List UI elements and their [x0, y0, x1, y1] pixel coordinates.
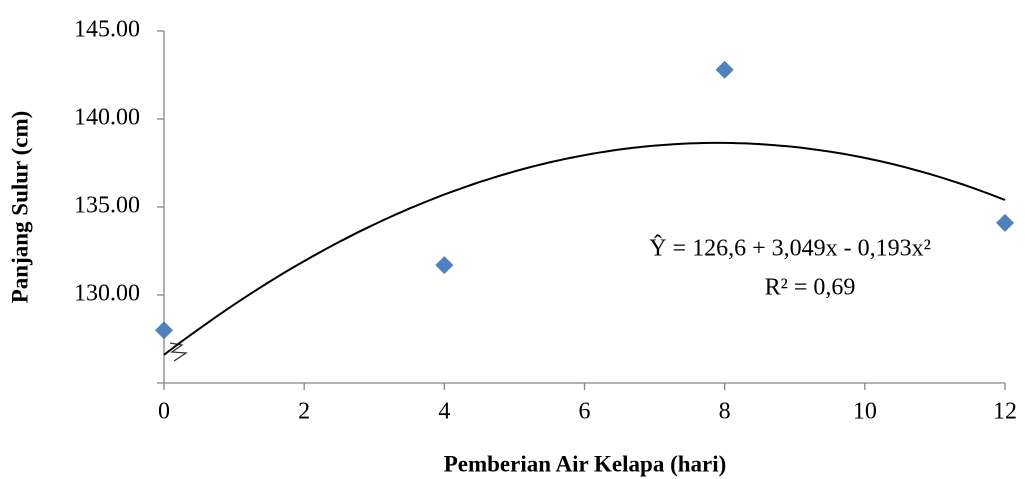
y-axis-title: Panjang Sulur (cm) [7, 111, 32, 304]
x-tick-label: 8 [719, 399, 731, 425]
point [435, 256, 454, 275]
point [155, 321, 173, 340]
point [996, 213, 1014, 232]
x-tick-label: 4 [438, 399, 450, 425]
y-tick-label: 145.00 [74, 17, 140, 43]
point [715, 60, 734, 79]
y-tick-label: 135.00 [74, 193, 140, 219]
x-tick-label: 12 [993, 399, 1017, 425]
x-tick-label: 2 [298, 399, 310, 425]
x-tick-label: 6 [579, 399, 591, 425]
y-tick-label: 140.00 [74, 105, 140, 131]
axis-break [169, 342, 188, 362]
r-squared: R² = 0,69 [765, 275, 856, 301]
y-tick-label: 130.00 [74, 281, 140, 307]
trendline [163, 141, 1006, 356]
trend-equation: Ŷ = 126,6 + 3,049x - 0,193x² [649, 236, 931, 262]
x-tick-label: 10 [853, 399, 877, 425]
x-tick-label: 0 [158, 399, 170, 425]
x-axis-title: Pemberian Air Kelapa (hari) [444, 451, 727, 476]
